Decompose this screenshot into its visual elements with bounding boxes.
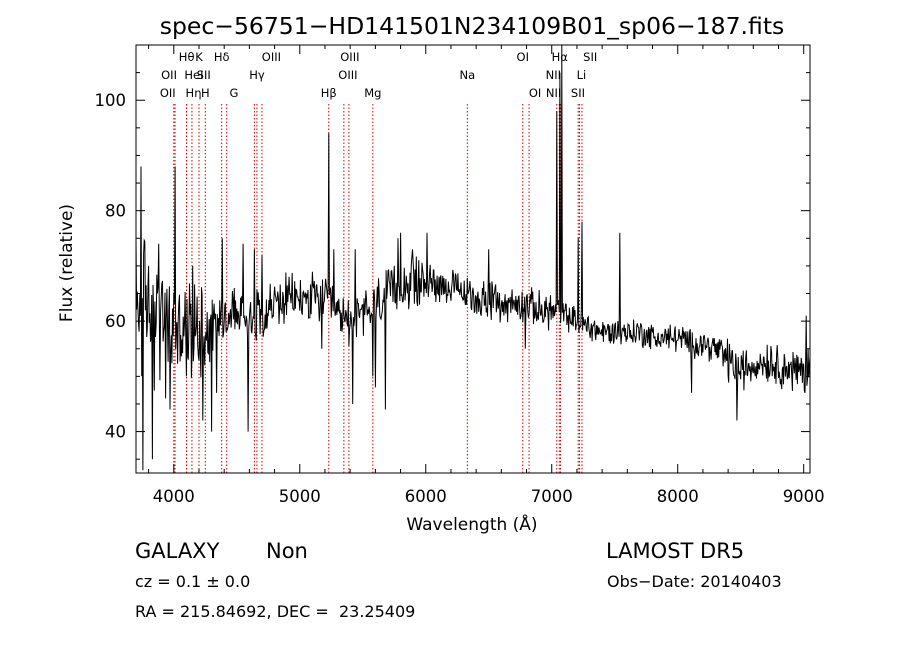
y-axis: 40 60 80 100 — [95, 44, 810, 460]
y-tick-label: 80 — [105, 202, 126, 221]
object-class: GALAXY — [135, 539, 220, 563]
spectral-line-label: Hδ — [214, 50, 230, 64]
object-subclass: Non — [266, 539, 308, 563]
spectral-line-label: OI — [517, 50, 529, 64]
spectrum-line — [135, 44, 811, 471]
x-tick-label: 9000 — [783, 487, 825, 506]
x-tick-label: 5000 — [279, 487, 321, 506]
observation-date: Obs−Date: 20140403 — [607, 572, 782, 591]
y-axis-label: Flux (relative) — [57, 204, 77, 322]
spectral-line-label: OII — [161, 68, 177, 82]
spectral-line-label: Hβ — [321, 86, 337, 100]
y-tick-label: 100 — [95, 91, 127, 110]
spectral-line-label: HeI — [184, 68, 203, 82]
x-axis: 4000 5000 6000 7000 8000 9000 — [148, 45, 825, 506]
spectral-line-label: NII — [546, 86, 561, 100]
plot-frame — [135, 44, 811, 474]
y-tick-label: 40 — [105, 423, 126, 442]
spectral-line-label: Hγ — [249, 68, 265, 82]
spectral-line-label: G — [230, 86, 239, 100]
spectral-line-label: Na — [460, 68, 476, 82]
x-tick-label: 4000 — [153, 487, 195, 506]
spectral-line-label: Mg — [364, 86, 381, 100]
spectral-line-label: SII — [583, 50, 597, 64]
chart-title: spec−56751−HD141501N234109B01_sp06−187.f… — [160, 12, 785, 40]
spectral-line-label: OI — [529, 86, 541, 100]
spectral-line-label: SII — [571, 86, 585, 100]
spectral-line-label: OII — [160, 86, 176, 100]
spectral-line-label: Hθ — [179, 50, 195, 64]
spectral-line-label: NII — [546, 68, 561, 82]
survey-name: LAMOST DR5 — [606, 539, 745, 563]
x-tick-label: 6000 — [405, 487, 447, 506]
spectral-line-label: OIII — [338, 68, 357, 82]
spectral-line-label: K — [195, 50, 203, 64]
spectral-line-label: OIII — [262, 50, 281, 64]
spectral-line-label: H — [201, 86, 210, 100]
spectral-line-label: Hα — [552, 50, 569, 64]
spectral-line-label: OIII — [340, 50, 359, 64]
y-tick-label: 60 — [105, 312, 126, 331]
spectral-line-label: Li — [577, 68, 587, 82]
redshift-cz: cz = 0.1 ± 0.0 — [135, 572, 251, 591]
spectral-line-label: Hη — [186, 86, 202, 100]
x-axis-label: Wavelength (Å) — [406, 513, 537, 535]
x-tick-label: 7000 — [531, 487, 573, 506]
coordinates: RA = 215.84692, DEC = 23.25409 — [135, 602, 416, 621]
x-tick-label: 8000 — [657, 487, 699, 506]
spectral-line-label: SII — [197, 68, 211, 82]
